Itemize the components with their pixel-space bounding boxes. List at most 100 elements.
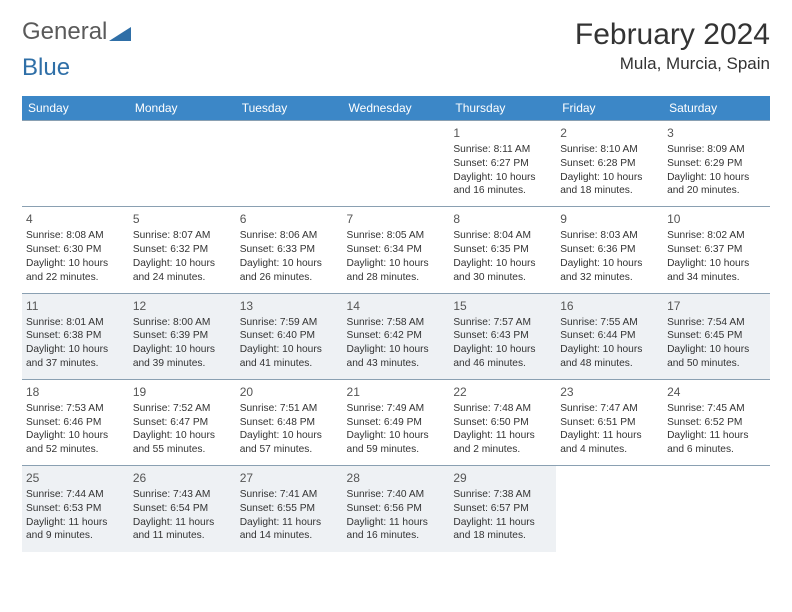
day-cell: 20 Sunrise: 7:51 AMSunset: 6:48 PMDayligh… [236, 379, 343, 465]
day-number: 22 [453, 384, 552, 400]
day-details: Sunrise: 8:11 AMSunset: 6:27 PMDaylight:… [453, 143, 552, 198]
day-details: Sunrise: 8:02 AMSunset: 6:37 PMDaylight:… [667, 229, 766, 284]
day-number: 8 [453, 211, 552, 227]
logo-triangle-icon [109, 25, 131, 43]
col-wednesday: Wednesday [343, 96, 450, 121]
day-cell: 24 Sunrise: 7:45 AMSunset: 6:52 PMDayligh… [663, 379, 770, 465]
daylight-text: Daylight: 10 hours and 20 minutes. [667, 171, 766, 199]
day-cell: 6Sunrise: 8:06 AMSunset: 6:33 PMDaylight… [236, 207, 343, 293]
day-details: Sunrise: 7:54 AMSunset: 6:45 PMDaylight:… [667, 316, 766, 371]
day-cell [663, 466, 770, 552]
sunrise-text: Sunrise: 8:03 AM [560, 229, 659, 243]
day-details: Sunrise: 7:45 AMSunset: 6:52 PMDaylight:… [667, 402, 766, 457]
sunrise-text: Sunrise: 7:57 AM [453, 316, 552, 330]
day-cell: 19Sunrise: 7:52 AMSunset: 6:47 PMDayligh… [129, 379, 236, 465]
day-cell: 16Sunrise: 7:55 AMSunset: 6:44 PMDayligh… [556, 293, 663, 379]
daylight-text: Daylight: 10 hours and 57 minutes. [240, 429, 339, 457]
daylight-text: Daylight: 11 hours and 11 minutes. [133, 516, 232, 544]
sunset-text: Sunset: 6:35 PM [453, 243, 552, 257]
day-details: Sunrise: 7:53 AMSunset: 6:46 PMDaylight:… [26, 402, 125, 457]
col-friday: Friday [556, 96, 663, 121]
day-details: Sunrise: 8:05 AMSunset: 6:34 PMDaylight:… [347, 229, 446, 284]
day-cell: 29Sunrise: 7:38 AMSunset: 6:57 PMDayligh… [449, 466, 556, 552]
daylight-text: Daylight: 10 hours and 39 minutes. [133, 343, 232, 371]
sunrise-text: Sunrise: 7:49 AM [347, 402, 446, 416]
day-details: Sunrise: 7:57 AMSunset: 6:43 PMDaylight:… [453, 316, 552, 371]
day-cell: 3 Sunrise: 8:09 AMSunset: 6:29 PMDaylight… [663, 121, 770, 207]
calendar-table: Sunday Monday Tuesday Wednesday Thursday… [22, 96, 770, 552]
day-details: Sunrise: 8:09 AMSunset: 6:29 PMDaylight:… [667, 143, 766, 198]
day-cell: 9Sunrise: 8:03 AMSunset: 6:36 PMDaylight… [556, 207, 663, 293]
daylight-text: Daylight: 10 hours and 50 minutes. [667, 343, 766, 371]
day-number: 24 [667, 384, 766, 400]
sunset-text: Sunset: 6:37 PM [667, 243, 766, 257]
sunset-text: Sunset: 6:44 PM [560, 329, 659, 343]
day-cell: 5Sunrise: 8:07 AMSunset: 6:32 PMDaylight… [129, 207, 236, 293]
day-cell: 13 Sunrise: 7:59 AMSunset: 6:40 PMDayligh… [236, 293, 343, 379]
day-number: 21 [347, 384, 446, 400]
sunrise-text: Sunrise: 8:01 AM [26, 316, 125, 330]
sunset-text: Sunset: 6:48 PM [240, 416, 339, 430]
day-details: Sunrise: 8:08 AMSunset: 6:30 PMDaylight:… [26, 229, 125, 284]
day-details: Sunrise: 8:01 AMSunset: 6:38 PMDaylight:… [26, 316, 125, 371]
daylight-text: Daylight: 10 hours and 37 minutes. [26, 343, 125, 371]
sunset-text: Sunset: 6:53 PM [26, 502, 125, 516]
day-cell [236, 121, 343, 207]
day-cell [556, 466, 663, 552]
sunrise-text: Sunrise: 8:07 AM [133, 229, 232, 243]
day-cell: 17 Sunrise: 7:54 AMSunset: 6:45 PMDayligh… [663, 293, 770, 379]
day-number: 7 [347, 211, 446, 227]
day-number: 19 [133, 384, 232, 400]
day-cell [343, 121, 450, 207]
week-row: 11Sunrise: 8:01 AMSunset: 6:38 PMDayligh… [22, 293, 770, 379]
sunset-text: Sunset: 6:52 PM [667, 416, 766, 430]
col-monday: Monday [129, 96, 236, 121]
day-cell: 7 Sunrise: 8:05 AMSunset: 6:34 PMDaylight… [343, 207, 450, 293]
sunrise-text: Sunrise: 7:51 AM [240, 402, 339, 416]
day-details: Sunrise: 7:55 AMSunset: 6:44 PMDaylight:… [560, 316, 659, 371]
sunset-text: Sunset: 6:49 PM [347, 416, 446, 430]
day-number: 26 [133, 470, 232, 486]
sunrise-text: Sunrise: 8:06 AM [240, 229, 339, 243]
sunset-text: Sunset: 6:34 PM [347, 243, 446, 257]
sunrise-text: Sunrise: 7:41 AM [240, 488, 339, 502]
day-details: Sunrise: 7:48 AMSunset: 6:50 PMDaylight:… [453, 402, 552, 457]
day-number: 20 [240, 384, 339, 400]
day-number: 13 [240, 298, 339, 314]
week-row: 25Sunrise: 7:44 AMSunset: 6:53 PMDayligh… [22, 466, 770, 552]
day-details: Sunrise: 7:59 AMSunset: 6:40 PMDaylight:… [240, 316, 339, 371]
day-details: Sunrise: 8:07 AMSunset: 6:32 PMDaylight:… [133, 229, 232, 284]
day-number: 23 [560, 384, 659, 400]
day-details: Sunrise: 8:00 AMSunset: 6:39 PMDaylight:… [133, 316, 232, 371]
day-number: 27 [240, 470, 339, 486]
brand-logo: General [22, 18, 131, 46]
week-row: 18Sunrise: 7:53 AMSunset: 6:46 PMDayligh… [22, 379, 770, 465]
sunset-text: Sunset: 6:40 PM [240, 329, 339, 343]
sunrise-text: Sunrise: 7:38 AM [453, 488, 552, 502]
sunset-text: Sunset: 6:46 PM [26, 416, 125, 430]
day-number: 12 [133, 298, 232, 314]
page: General February 2024 Mula, Murcia, Spai… [0, 0, 792, 570]
day-number: 3 [667, 125, 766, 141]
sunrise-text: Sunrise: 8:02 AM [667, 229, 766, 243]
col-sunday: Sunday [22, 96, 129, 121]
day-cell [129, 121, 236, 207]
daylight-text: Daylight: 11 hours and 18 minutes. [453, 516, 552, 544]
day-cell: 10Sunrise: 8:02 AMSunset: 6:37 PMDayligh… [663, 207, 770, 293]
sunrise-text: Sunrise: 8:00 AM [133, 316, 232, 330]
day-details: Sunrise: 7:38 AMSunset: 6:57 PMDaylight:… [453, 488, 552, 543]
daylight-text: Daylight: 10 hours and 16 minutes. [453, 171, 552, 199]
title-block: February 2024 Mula, Murcia, Spain [575, 18, 770, 74]
sunrise-text: Sunrise: 8:08 AM [26, 229, 125, 243]
sunrise-text: Sunrise: 8:11 AM [453, 143, 552, 157]
daylight-text: Daylight: 11 hours and 4 minutes. [560, 429, 659, 457]
sunrise-text: Sunrise: 7:54 AM [667, 316, 766, 330]
day-cell: 28Sunrise: 7:40 AMSunset: 6:56 PMDayligh… [343, 466, 450, 552]
daylight-text: Daylight: 11 hours and 2 minutes. [453, 429, 552, 457]
day-number: 17 [667, 298, 766, 314]
sunset-text: Sunset: 6:32 PM [133, 243, 232, 257]
sunset-text: Sunset: 6:28 PM [560, 157, 659, 171]
day-details: Sunrise: 7:51 AMSunset: 6:48 PMDaylight:… [240, 402, 339, 457]
daylight-text: Daylight: 11 hours and 14 minutes. [240, 516, 339, 544]
daylight-text: Daylight: 10 hours and 41 minutes. [240, 343, 339, 371]
